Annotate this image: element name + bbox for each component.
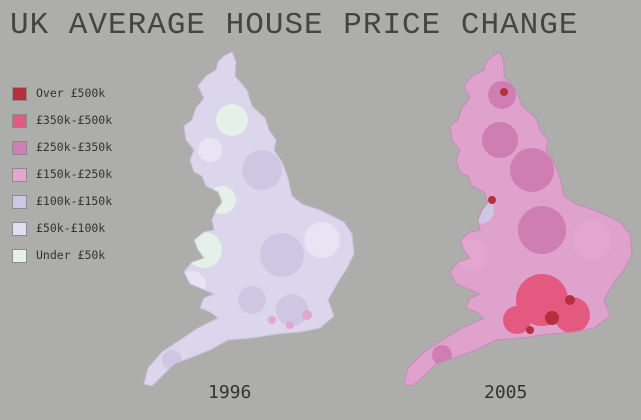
region-patch: [510, 148, 554, 192]
region-patch: [518, 206, 566, 254]
map-base-fill: [144, 52, 354, 386]
region-patch: [572, 220, 612, 260]
region-patch: [503, 306, 531, 334]
legend-swatch: [12, 87, 27, 101]
legend-label: £50k-£100k: [36, 221, 106, 235]
legend-swatch: [12, 168, 27, 182]
legend-swatch: [12, 114, 27, 128]
region-patch: [208, 186, 236, 214]
legend-label: £150k-£250k: [36, 167, 113, 181]
map-title: UK AVERAGE HOUSE PRICE CHANGE: [10, 8, 579, 43]
region-patch: [286, 321, 294, 329]
legend-swatch: [12, 141, 27, 155]
region-patch: [545, 311, 559, 325]
england-wales-map-1996: [143, 51, 355, 387]
region-patch: [162, 350, 182, 370]
region-patch: [276, 294, 308, 326]
region-patch: [482, 122, 518, 158]
legend-label: £350k-£500k: [36, 113, 113, 127]
region-patch: [500, 88, 508, 96]
region-patch: [198, 138, 222, 162]
region-patch: [526, 326, 534, 334]
legend-label: £100k-£150k: [36, 194, 113, 208]
region-patch: [304, 222, 340, 258]
region-patch: [268, 316, 276, 324]
region-patch: [242, 150, 282, 190]
legend-swatch: [12, 222, 27, 236]
legend-label: £250k-£350k: [36, 140, 113, 154]
region-patch: [565, 295, 575, 305]
region-patch: [456, 239, 488, 271]
region-patch: [238, 286, 266, 314]
england-wales-map-2005: [403, 51, 633, 387]
legend-swatch: [12, 195, 27, 209]
region-patch: [302, 310, 312, 320]
region-patch: [260, 233, 304, 277]
region-patches: [162, 104, 340, 370]
region-patch: [488, 196, 496, 204]
region-patch: [554, 297, 590, 333]
legend-label: Over £500k: [36, 86, 106, 100]
year-label-1996: 1996: [208, 382, 252, 403]
year-label-2005: 2005: [484, 382, 528, 403]
legend-label: Under £50k: [36, 248, 106, 262]
region-patch: [216, 104, 248, 136]
legend-swatch: [12, 249, 27, 263]
